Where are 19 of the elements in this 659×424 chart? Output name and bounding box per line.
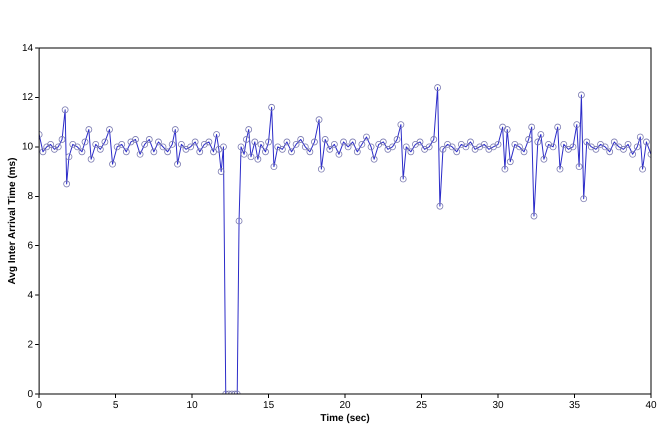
- x-tick-label: 10: [186, 400, 198, 411]
- y-tick-label: 12: [22, 92, 34, 104]
- x-axis-title: Time (sec): [320, 412, 370, 424]
- y-axis-title: Avg Inter Arrival Time (ms): [6, 158, 18, 284]
- y-tick-label: 2: [28, 339, 34, 350]
- x-tick-label: 40: [645, 400, 657, 411]
- x-tick-label: 20: [340, 400, 352, 411]
- x-tick-label: 35: [568, 400, 581, 411]
- x-tick-label: 25: [416, 400, 428, 411]
- y-tick-label: 6: [28, 240, 34, 252]
- y-tick-label: 8: [28, 191, 34, 202]
- x-tick-label: 15: [263, 400, 275, 411]
- y-tick-label: 14: [22, 42, 34, 54]
- x-tick-label: 0: [36, 400, 42, 411]
- y-tick-label: 4: [28, 290, 34, 301]
- x-tick-label: 30: [492, 400, 504, 411]
- y-tick-label: 10: [22, 142, 34, 153]
- x-tick-label: 5: [112, 400, 119, 411]
- y-tick-label: 0: [28, 388, 34, 400]
